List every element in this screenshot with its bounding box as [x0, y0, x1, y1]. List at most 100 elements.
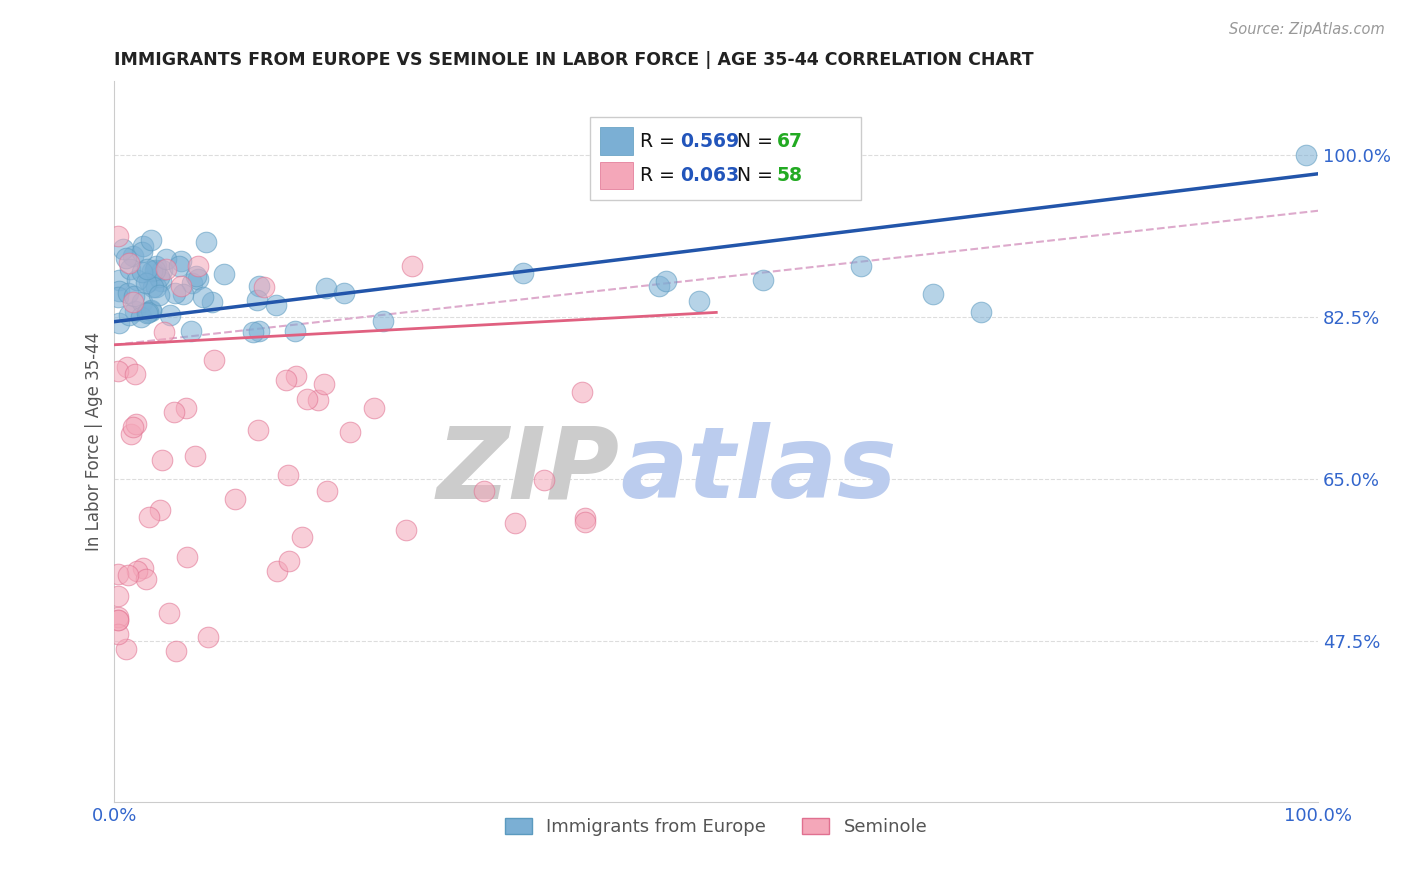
Point [172, 286, 194, 301]
Point [574, 515, 596, 529]
Point [533, 473, 555, 487]
Point [922, 287, 945, 301]
Point [135, 277, 157, 291]
Point [170, 253, 193, 268]
Point [212, 267, 235, 281]
Point [202, 352, 225, 367]
Point [145, 259, 167, 273]
Point [153, 326, 176, 340]
Point [187, 259, 209, 273]
Text: R =: R = [641, 166, 682, 186]
Point [503, 516, 526, 530]
Point [180, 324, 202, 338]
Y-axis label: In Labor Force | Age 35-44: In Labor Force | Age 35-44 [86, 332, 103, 551]
Point [124, 303, 146, 318]
Point [155, 261, 177, 276]
Point [284, 324, 307, 338]
Point [132, 560, 155, 574]
Point [131, 265, 153, 279]
Point [150, 453, 173, 467]
Point [191, 290, 214, 304]
Point [118, 308, 141, 322]
Point [339, 425, 361, 439]
Point [148, 288, 170, 302]
Point [291, 530, 314, 544]
Point [124, 367, 146, 381]
Point [125, 417, 148, 432]
Point [107, 289, 129, 303]
Point [163, 285, 186, 300]
Point [363, 401, 385, 415]
Point [159, 308, 181, 322]
Text: IMMIGRANTS FROM EUROPE VS SEMINOLE IN LABOR FORCE | AGE 35-44 CORRELATION CHART: IMMIGRANTS FROM EUROPE VS SEMINOLE IN LA… [114, 51, 1033, 69]
Point [373, 314, 395, 328]
Point [107, 364, 129, 378]
Point [266, 565, 288, 579]
Point [136, 261, 159, 276]
Bar [599, 128, 633, 155]
Point [246, 293, 269, 308]
Point [224, 491, 246, 506]
Point [120, 262, 142, 277]
Point [115, 251, 138, 265]
Point [115, 642, 138, 657]
Point [132, 239, 155, 253]
Point [107, 626, 129, 640]
Point [187, 272, 209, 286]
Point [122, 294, 145, 309]
Point [125, 564, 148, 578]
Point [395, 523, 418, 537]
Text: atlas: atlas [620, 422, 897, 519]
Point [135, 573, 157, 587]
Point [107, 609, 129, 624]
Point [138, 509, 160, 524]
Point [139, 233, 162, 247]
Point [122, 419, 145, 434]
Text: 58: 58 [776, 166, 803, 186]
Point [121, 426, 143, 441]
Text: Source: ZipAtlas.com: Source: ZipAtlas.com [1229, 22, 1385, 37]
Point [135, 306, 157, 320]
Point [242, 325, 264, 339]
Point [253, 280, 276, 294]
Point [169, 279, 191, 293]
Point [277, 553, 299, 567]
Text: N =: N = [737, 132, 779, 151]
Point [136, 305, 159, 319]
Point [180, 276, 202, 290]
Point [474, 483, 496, 498]
Point [129, 310, 152, 324]
Point [145, 280, 167, 294]
Point [142, 280, 165, 294]
Point [149, 274, 172, 288]
Point [143, 263, 166, 277]
Point [148, 269, 170, 284]
Point [752, 273, 775, 287]
Point [127, 273, 149, 287]
FancyBboxPatch shape [591, 118, 860, 201]
Point [276, 373, 298, 387]
Point [247, 324, 270, 338]
Point [333, 285, 356, 300]
Point [315, 484, 337, 499]
Point [150, 263, 173, 277]
Point [284, 368, 307, 383]
Text: 0.063: 0.063 [681, 166, 740, 186]
Point [277, 467, 299, 482]
Point [107, 284, 129, 298]
Point [163, 405, 186, 419]
Point [107, 589, 129, 603]
Point [165, 644, 187, 658]
Point [401, 259, 423, 273]
Point [131, 244, 153, 259]
Point [688, 294, 710, 309]
Legend: Immigrants from Europe, Seminole: Immigrants from Europe, Seminole [498, 811, 935, 844]
Point [131, 294, 153, 309]
Point [176, 401, 198, 416]
Point [141, 263, 163, 277]
Point [117, 286, 139, 301]
Text: N =: N = [737, 166, 779, 186]
Point [849, 259, 872, 273]
Point [141, 303, 163, 318]
Point [314, 376, 336, 391]
